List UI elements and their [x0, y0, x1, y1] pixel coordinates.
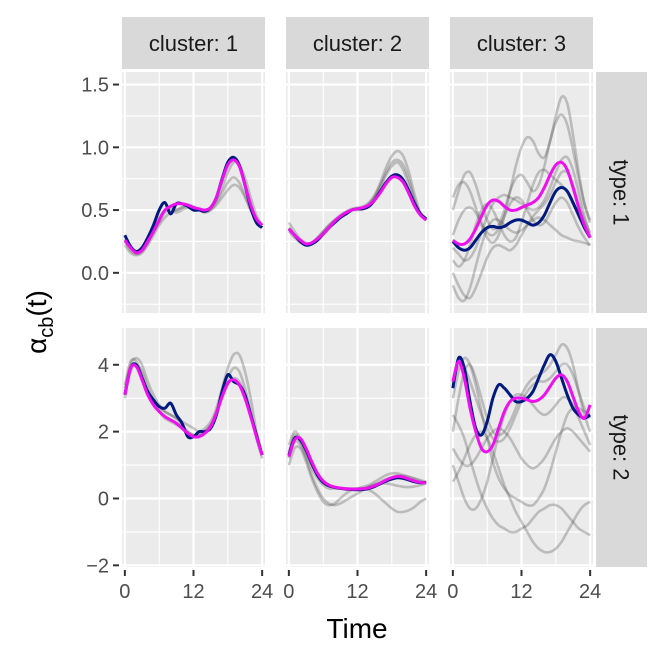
y-tick-label: 0.0 [81, 263, 109, 285]
column-strip-2 [286, 17, 429, 69]
magenta-series-line [287, 435, 427, 491]
x-tick-label: 0 [283, 581, 294, 603]
grey-series-line-5 [451, 414, 591, 537]
strips-layer: cluster: 1 cluster: 2 cluster: 3 type: 1 typ… [122, 17, 647, 567]
magenta-series-line [123, 363, 264, 456]
panel-series-r1-c1 [287, 430, 427, 514]
magenta-series-line [123, 158, 264, 255]
x-tick-label: 24 [579, 581, 601, 603]
panel-series-r0-c0 [123, 155, 264, 257]
y-axis-title-suffix: (t) [21, 290, 52, 316]
magenta-series-line [451, 359, 592, 454]
x-tick-label: 0 [447, 581, 458, 603]
y-tick-label: −2 [86, 555, 109, 577]
grey-series-line-1 [451, 343, 592, 437]
panel-series-r0-c2 [451, 95, 592, 303]
y-tick-label: 1.5 [81, 75, 109, 97]
panels-layer [122, 72, 593, 567]
y-axis-title-symbol: α [21, 338, 52, 354]
magenta-series-line [287, 175, 428, 246]
x-tick-label: 12 [182, 581, 204, 603]
y-tick-label: 1.0 [81, 137, 109, 159]
grey-series-line-2 [451, 113, 592, 231]
grey-series-line-4 [451, 426, 592, 470]
panel-series-r1-c0 [123, 351, 264, 459]
row-strip-2 [596, 328, 647, 567]
grey-series-line-6 [451, 216, 591, 303]
grey-series-line-5 [451, 180, 592, 247]
grey-series-line-1 [451, 95, 592, 245]
x-tick-label: 24 [415, 581, 437, 603]
y-tick-label: 4 [98, 355, 109, 377]
navy-series-line [451, 185, 592, 252]
column-strip-label-1: cluster: 1 [149, 31, 238, 56]
x-tick-label: 12 [346, 581, 368, 603]
grey-series-line-3 [451, 356, 591, 508]
x-tick-label: 24 [251, 581, 273, 603]
panel-series-r0-c1 [287, 149, 428, 247]
x-tick-label: 12 [510, 581, 532, 603]
column-strip-3 [450, 17, 593, 69]
y-tick-label: 0 [98, 488, 109, 510]
column-strip-1 [122, 17, 265, 69]
y-axis-title: αcb(t) [21, 290, 58, 354]
grey-series-line-2 [287, 439, 427, 507]
column-strip-label-3: cluster: 3 [477, 31, 566, 56]
x-tick-label: 0 [119, 581, 130, 603]
y-axis-title-subscript: cb [36, 317, 58, 338]
magenta-series-line [451, 160, 592, 247]
grey-series-line-1 [123, 351, 264, 456]
row-strip-1 [596, 72, 647, 313]
row-strip-label-2: type: 2 [609, 414, 634, 480]
row-strip-label-1: type: 1 [609, 159, 634, 225]
grey-series-line-7 [451, 155, 592, 262]
column-strip-label-2: cluster: 2 [313, 31, 402, 56]
y-tick-label: 2 [98, 422, 109, 444]
panel-series-r1-c2 [451, 343, 592, 554]
y-tick-label: 0.5 [81, 200, 109, 222]
x-axis-title: Time [326, 613, 387, 644]
